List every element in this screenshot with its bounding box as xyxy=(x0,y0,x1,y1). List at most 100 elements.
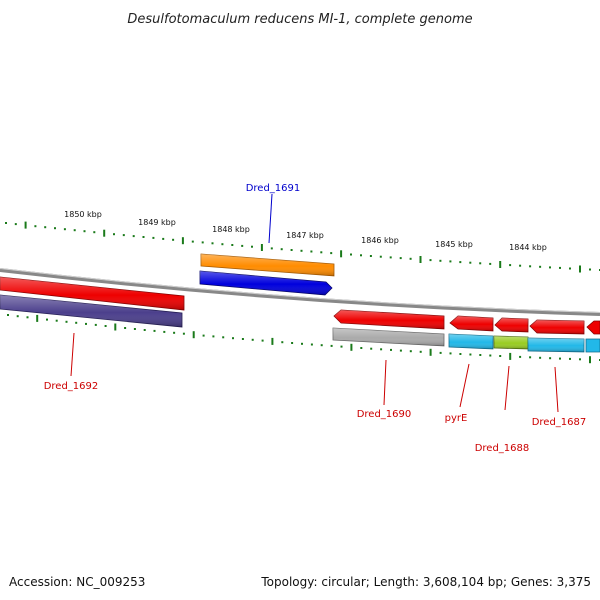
ruler-inner-minor-tick xyxy=(519,355,522,358)
tick-label-1848: 1848 kbp xyxy=(212,225,250,234)
ruler-inner-minor-tick xyxy=(459,353,462,355)
ruler-outer-minor-tick xyxy=(549,266,551,269)
topology-summary-text: Topology: circular; Length: 3,608,104 bp… xyxy=(260,575,591,589)
ruler-inner-minor-tick xyxy=(310,343,313,346)
ruler-outer-minor-tick xyxy=(211,242,214,245)
ruler-inner-minor-tick xyxy=(390,348,392,351)
ruler-inner-minor-tick xyxy=(479,354,482,356)
feature-dred-1692-cds[interactable] xyxy=(0,294,183,328)
ruler-outer-minor-tick xyxy=(429,259,432,262)
ruler-inner-minor-tick xyxy=(222,336,225,339)
gene-label-dred-1691[interactable]: Dred_1691 xyxy=(246,183,301,194)
ruler-inner-minor-tick xyxy=(409,350,412,353)
ruler-outer-minor-tick xyxy=(350,253,352,256)
feature-dred-1690-cds[interactable] xyxy=(332,327,445,347)
tick-label-1849: 1849 kbp xyxy=(138,218,176,227)
ruler-outer-minor-tick xyxy=(569,267,571,270)
ruler-outer-minor-tick xyxy=(559,266,561,269)
feature-dred-1691-cds[interactable] xyxy=(200,253,335,277)
ruler-inner-major-tick xyxy=(36,314,39,322)
ruler-inner-major-tick xyxy=(192,331,195,339)
ruler-inner-minor-tick xyxy=(163,330,166,333)
feature-dred-1690-gene[interactable] xyxy=(333,309,445,330)
ruler-outer-minor-tick xyxy=(509,264,512,267)
feature-pyre-cds[interactable] xyxy=(448,333,494,350)
feature-dred-1691-gene[interactable] xyxy=(199,270,333,296)
callout-line-dred-1691 xyxy=(268,193,273,244)
ruler-outer-minor-tick xyxy=(93,231,96,234)
ruler-outer-minor-tick xyxy=(539,265,542,268)
ruler-outer-minor-tick xyxy=(63,228,66,231)
ruler-inner-minor-tick xyxy=(251,338,254,341)
ruler-outer-minor-tick xyxy=(469,261,472,264)
genome-backbone xyxy=(0,268,600,316)
ruler-inner-minor-tick xyxy=(85,322,87,325)
gene-label-dred-1687[interactable]: Dred_1687 xyxy=(532,417,587,428)
ruler-inner-minor-tick xyxy=(529,356,532,359)
ruler-outer-minor-tick xyxy=(479,262,482,265)
ruler-outer-major-tick xyxy=(103,229,106,237)
tick-label-1850: 1850 kbp xyxy=(64,210,102,219)
tick-label-1844: 1844 kbp xyxy=(509,243,547,252)
ruler-outer-minor-tick xyxy=(409,257,412,260)
feature-dred-1692-gene[interactable] xyxy=(0,276,185,311)
ruler-outer-major-tick xyxy=(340,250,343,258)
ruler-outer-minor-tick xyxy=(251,245,253,248)
ruler-outer-minor-tick xyxy=(310,250,313,253)
map-title: Desulfotomaculum reducens MI-1, complete… xyxy=(127,12,472,27)
ruler-outer-minor-tick xyxy=(290,249,293,251)
ruler-inner-major-tick xyxy=(114,323,117,331)
feature-next-cds-partial[interactable] xyxy=(585,338,600,353)
ruler-inner-minor-tick xyxy=(380,348,383,351)
feature-dred-1688-gene[interactable] xyxy=(494,317,529,333)
ruler-labels: 1850 kbp 1849 kbp 1848 kbp 1847 kbp 1846… xyxy=(64,210,547,252)
ruler-outer-major-tick xyxy=(260,244,263,251)
feature-pyre-gene[interactable] xyxy=(449,315,494,332)
ruler-inner-minor-tick xyxy=(75,321,78,324)
callout-line-dred-1692 xyxy=(70,332,75,377)
ruler-outer-major-tick xyxy=(499,261,502,268)
ruler-inner-major-tick xyxy=(429,348,432,356)
ruler-inner-minor-tick xyxy=(173,331,176,334)
ruler-outer-minor-tick xyxy=(172,238,175,241)
ruler-inner-minor-tick xyxy=(489,354,492,357)
ruler-inner-minor-tick xyxy=(143,329,146,331)
ruler-outer-minor-tick xyxy=(330,252,333,255)
feature-dred-1688-cds[interactable] xyxy=(493,335,529,350)
ruler-outer-minor-tick xyxy=(399,257,402,260)
ruler-outer-minor-tick xyxy=(529,265,532,268)
ruler-outer-minor-tick xyxy=(241,244,244,247)
ruler-inner-minor-tick xyxy=(202,334,205,337)
ruler-outer-minor-tick xyxy=(459,261,462,264)
gene-label-dred-1690[interactable]: Dred_1690 xyxy=(357,409,412,420)
gene-label-dred-1692[interactable]: Dred_1692 xyxy=(44,381,99,392)
ruler-inner-minor-tick xyxy=(16,315,19,318)
ruler-outer-minor-tick xyxy=(201,241,204,244)
tick-label-1845: 1845 kbp xyxy=(435,240,473,249)
ruler-inner-major-tick xyxy=(589,356,591,364)
ruler-outer-minor-tick xyxy=(389,256,392,259)
gene-label-pyre[interactable]: pyrE xyxy=(445,413,468,424)
ruler-outer-minor-tick xyxy=(379,255,382,258)
feature-next-gene-partial[interactable] xyxy=(586,320,600,335)
ruler-inner-minor-tick xyxy=(539,356,542,359)
ruler-inner-minor-tick xyxy=(232,337,234,340)
ruler-inner-minor-tick xyxy=(65,320,68,323)
ruler-outer-minor-tick xyxy=(589,268,591,271)
ruler-inner-minor-tick xyxy=(360,347,363,349)
gene-label-dred-1688[interactable]: Dred_1688 xyxy=(475,443,530,454)
ruler-outer-major-tick xyxy=(579,265,581,273)
ruler-outer-major-tick xyxy=(181,237,184,245)
ruler-inner-minor-tick xyxy=(569,357,571,360)
ruler-inner-major-tick xyxy=(509,352,512,360)
ruler-inner-minor-tick xyxy=(499,355,502,357)
feature-dred-1687-gene[interactable] xyxy=(529,319,585,335)
ruler-inner-minor-tick xyxy=(559,357,561,360)
ruler-inner-minor-tick xyxy=(469,353,472,356)
ruler-outer-minor-tick xyxy=(231,244,234,246)
ruler-inner-minor-tick xyxy=(449,352,452,355)
feature-dred-1687-cds[interactable] xyxy=(527,337,585,353)
callout-line-dred-1687 xyxy=(554,366,559,413)
ruler-inner-minor-tick xyxy=(212,335,215,338)
ruler-outer-minor-tick xyxy=(14,223,17,226)
